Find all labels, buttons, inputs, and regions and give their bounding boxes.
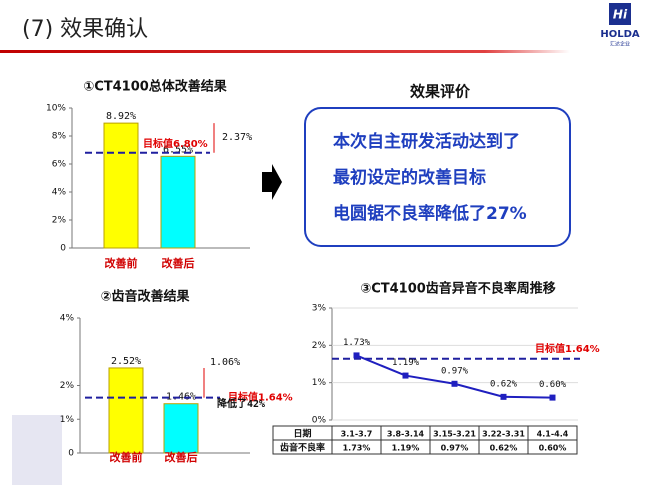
target-label: 目标值1.64% <box>535 342 600 355</box>
target-label: 目标值1.64% <box>228 391 293 404</box>
x-tick-label: 改善后 <box>165 450 198 464</box>
logo-icon <box>609 3 631 25</box>
annotation: 1.06% <box>210 357 240 368</box>
x-tick-label: 改善前 <box>105 256 138 270</box>
table-row-label: 日期 <box>293 428 311 440</box>
data-label: 1.19% <box>392 358 420 368</box>
y-tick-label: 3% <box>312 304 327 314</box>
y-tick-label: 1% <box>312 378 327 388</box>
table-cell-text: 3.1-3.7 <box>341 430 373 439</box>
x-tick-label: 改善后 <box>162 256 195 270</box>
title-rule <box>0 50 570 53</box>
x-tick-label: 改善前 <box>110 450 143 464</box>
chart-title: ①CT4100总体改善结果 <box>83 79 227 95</box>
table-row-label: 齿音不良率 <box>280 442 325 454</box>
y-tick-label: 10% <box>46 104 66 114</box>
bar <box>163 403 199 454</box>
y-tick-label: 8% <box>52 132 67 142</box>
evaluation-line: 电圆锯不良率降低了27% <box>333 203 527 224</box>
annotation: 降低了42% <box>217 397 265 410</box>
logo-text: HOLDA <box>600 29 640 40</box>
y-tick-label: 2% <box>52 216 67 226</box>
point <box>549 394 556 401</box>
table-cell-text: 0.62% <box>490 444 518 453</box>
bar <box>108 367 144 454</box>
table-cell-text: 3.15-3.21 <box>433 430 476 439</box>
data-label: 1.46% <box>166 392 196 403</box>
y-tick-label: 0 <box>60 244 66 254</box>
y-tick-label: 4% <box>60 314 75 324</box>
evaluation-line: 最初设定的改善目标 <box>333 167 486 188</box>
data-label: 8.92% <box>106 111 136 122</box>
arrow <box>262 164 282 200</box>
y-tick-label: 0% <box>312 416 327 426</box>
data-label: 0.62% <box>490 379 518 389</box>
corner-logo <box>12 415 62 485</box>
y-tick-label: 6% <box>52 160 67 170</box>
table-cell-text: 3.8-3.14 <box>387 430 425 439</box>
y-tick-label: 2% <box>312 341 327 351</box>
table-cell-text: 1.19% <box>392 444 420 453</box>
y-tick-label: 2% <box>60 381 75 391</box>
evaluation-line: 本次自主研发活动达到了 <box>333 131 520 152</box>
point <box>402 372 409 379</box>
evaluation-title: 效果评价 <box>410 83 471 101</box>
data-label: 0.97% <box>441 366 469 376</box>
data-label: 0.60% <box>539 380 567 390</box>
slide-title: (7) 效果确认 <box>22 17 148 42</box>
target-label: 目标值6.80% <box>143 137 208 150</box>
chart-title: ③CT4100齿音异音不良率周推移 <box>360 281 556 297</box>
table-cell-text: 0.97% <box>441 444 469 453</box>
logo-subtext: 汇达企业 <box>610 41 630 48</box>
logo-mark: Hi <box>613 8 628 22</box>
point <box>353 352 360 359</box>
table-cell <box>527 439 578 455</box>
table-cell-text: 4.1-4.4 <box>537 430 569 439</box>
point <box>451 380 458 387</box>
annotation: 2.37% <box>222 132 252 143</box>
point <box>500 393 507 400</box>
data-label: 2.52% <box>111 356 141 367</box>
table-cell-text: 1.73% <box>343 444 371 453</box>
bar <box>103 122 139 249</box>
y-tick-label: 4% <box>52 188 67 198</box>
evaluation-box <box>304 107 571 247</box>
chart-title: ②齿音改善结果 <box>100 289 189 305</box>
y-tick-label: 1% <box>60 415 75 425</box>
bar <box>160 155 196 249</box>
table-cell-text: 0.60% <box>539 444 567 453</box>
data-label: 6.55% <box>163 144 193 155</box>
table-cell-text: 3.22-3.31 <box>482 430 525 439</box>
data-label: 1.73% <box>343 338 371 348</box>
y-tick-label: 0 <box>68 449 74 459</box>
